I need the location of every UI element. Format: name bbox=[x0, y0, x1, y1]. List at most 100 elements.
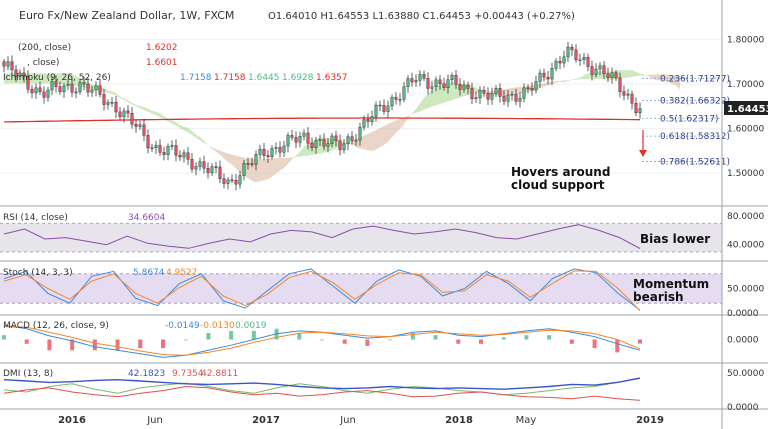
cloud-segment bbox=[176, 122, 180, 129]
candle-body bbox=[578, 59, 582, 61]
annotation-stoch-line1: Momentum bbox=[633, 277, 709, 291]
cloud-segment bbox=[504, 88, 508, 97]
candle-body bbox=[234, 179, 238, 185]
cloud-segment bbox=[260, 159, 264, 182]
candle-body bbox=[86, 83, 90, 93]
cloud-segment bbox=[180, 124, 184, 131]
candle-body bbox=[310, 142, 314, 148]
macd-histogram-bar bbox=[47, 339, 52, 351]
cloud-segment bbox=[264, 158, 268, 181]
macd-histogram-bar bbox=[388, 339, 393, 341]
cloud-segment bbox=[304, 143, 308, 157]
candle-body bbox=[346, 136, 350, 145]
candle-body bbox=[534, 81, 538, 91]
candle-body bbox=[498, 88, 502, 97]
candle-body bbox=[154, 145, 158, 148]
cloud-segment bbox=[4, 73, 8, 84]
candle-body bbox=[362, 119, 366, 128]
price-tick-label: 1.60000 bbox=[727, 125, 764, 135]
candle-body bbox=[126, 110, 130, 114]
candle-body bbox=[558, 60, 562, 64]
candle-body bbox=[342, 143, 346, 151]
cloud-segment bbox=[368, 131, 372, 152]
candle-body bbox=[410, 78, 414, 83]
candle-body bbox=[42, 91, 46, 98]
adx-value: 42.8811 bbox=[201, 369, 238, 379]
candle-body bbox=[302, 132, 306, 137]
candle-body bbox=[166, 146, 170, 155]
cloud-segment bbox=[8, 73, 12, 84]
cloud-segment bbox=[516, 86, 520, 95]
macd-histogram-bar bbox=[297, 333, 302, 340]
candle-body bbox=[326, 143, 330, 147]
cloud-segment bbox=[576, 77, 580, 80]
cloud-segment bbox=[276, 158, 280, 174]
fib-label: 0.382(1.66322) bbox=[660, 96, 730, 106]
ma-legend: , close) bbox=[27, 58, 59, 68]
candle-body bbox=[390, 97, 394, 107]
price-pane bbox=[0, 0, 722, 206]
candle-body bbox=[638, 108, 642, 114]
candle-body bbox=[170, 145, 174, 147]
candle-body bbox=[274, 147, 278, 149]
candle-body bbox=[270, 148, 274, 157]
cloud-segment bbox=[216, 149, 220, 155]
candle-body bbox=[2, 61, 6, 67]
cloud-segment bbox=[52, 73, 56, 84]
cloud-segment bbox=[104, 88, 108, 93]
macd-histogram-bar bbox=[547, 335, 552, 340]
cloud-segment bbox=[132, 102, 136, 107]
cloud-segment bbox=[236, 155, 240, 173]
fib-label: 0.786(1.52611) bbox=[660, 158, 730, 168]
time-axis-label: 2019 bbox=[636, 415, 664, 426]
candle-body bbox=[286, 135, 290, 147]
ichimoku-value-2: 1.7158 bbox=[214, 73, 246, 83]
rsi-pane: 80.0000 40.0000 bbox=[0, 212, 764, 253]
cloud-segment bbox=[68, 72, 72, 86]
fib-label: 0.236(1.71277) bbox=[660, 74, 730, 84]
candle-body bbox=[198, 161, 202, 167]
candle-body bbox=[182, 152, 186, 158]
stoch-pane: 50.0000 0.0000 bbox=[0, 268, 764, 319]
candle-body bbox=[482, 89, 486, 94]
cloud-segment bbox=[564, 80, 568, 83]
candle-body bbox=[450, 75, 454, 80]
cloud-segment bbox=[64, 72, 68, 85]
candle-body bbox=[618, 77, 622, 92]
candle-body bbox=[238, 175, 242, 185]
candle-body bbox=[102, 94, 106, 105]
cloud-segment bbox=[372, 130, 376, 152]
cloud-segment bbox=[32, 73, 36, 84]
cloud-segment bbox=[36, 73, 40, 84]
candle-body bbox=[378, 104, 382, 107]
candle-body bbox=[598, 65, 602, 70]
cloud-segment bbox=[272, 158, 276, 177]
time-axis-label: 2016 bbox=[58, 415, 86, 426]
candlesticks bbox=[2, 42, 642, 191]
cloud-segment bbox=[444, 83, 448, 103]
cloud-segment bbox=[568, 79, 572, 82]
cloud-segment bbox=[556, 80, 560, 83]
candle-body bbox=[614, 72, 618, 79]
candle-body bbox=[6, 61, 10, 67]
candle-body bbox=[266, 155, 270, 157]
histogram-value: 0.0019 bbox=[235, 321, 267, 331]
candle-body bbox=[10, 61, 14, 71]
candle-body bbox=[574, 49, 578, 61]
macd-histogram-bar bbox=[638, 339, 642, 344]
ma200-path bbox=[4, 117, 641, 123]
cloud-segment bbox=[200, 137, 204, 143]
dmi-minus-value: 9.7354 bbox=[172, 369, 204, 379]
dmi-plus-line bbox=[3, 377, 641, 390]
cloud-segment bbox=[668, 74, 672, 84]
candle-body bbox=[550, 68, 554, 80]
adx-line bbox=[3, 377, 641, 396]
candle-body bbox=[50, 81, 54, 91]
macd-histogram-bar bbox=[320, 339, 324, 341]
cloud-segment bbox=[156, 111, 160, 118]
dmi-plus-value: 42.1823 bbox=[128, 369, 165, 379]
candle-body bbox=[630, 93, 634, 104]
time-axis-label: Jun bbox=[339, 415, 356, 426]
stoch-legend: Stoch (14, 3, 3) bbox=[3, 268, 73, 278]
cloud-segment bbox=[152, 110, 156, 116]
